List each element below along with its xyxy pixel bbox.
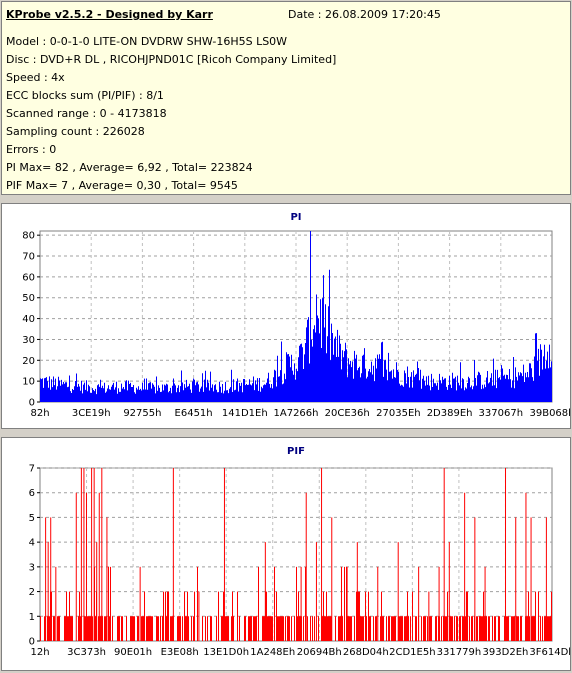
pi-y-tick-label: 30 xyxy=(22,335,35,346)
info-speed: Speed : 4x xyxy=(6,71,65,84)
pi-y-tick-label: 0 xyxy=(29,398,35,409)
pi-x-tick-label: 337067h xyxy=(479,408,524,419)
pif-x-tick-label: 3C373h xyxy=(67,647,106,658)
pi-y-tick-label: 20 xyxy=(22,356,35,367)
pif-y-tick-label: 4 xyxy=(29,538,35,549)
pi-area xyxy=(40,231,552,402)
pif-x-tick-label: 2CD1E5h xyxy=(389,647,435,658)
pi-chart: PI 0 10 20 30 40 50 60 70 80 82h 3CE19h 92755h E6451h… xyxy=(22,212,572,419)
pif-y-tick-label: 5 xyxy=(29,513,35,524)
pi-y-tick-label: 60 xyxy=(22,272,35,283)
pi-x-tick-label: 82h xyxy=(30,408,49,419)
pif-x-tick-label: 268D04h xyxy=(343,647,389,658)
pi-x-tick-label: E6451h xyxy=(175,408,213,419)
pif-y-tick-label: 6 xyxy=(29,488,35,499)
pif-series xyxy=(40,468,552,641)
info-range: Scanned range : 0 - 4173818 xyxy=(6,107,167,120)
scan-date: Date : 26.08.2009 17:20:45 xyxy=(288,8,441,21)
app-title: KProbe v2.5.2 - Designed by Karr xyxy=(6,8,213,21)
pif-title: PIF xyxy=(287,446,305,457)
pi-title: PI xyxy=(290,212,301,223)
info-panel: KProbe v2.5.2 - Designed by Karr Date : … xyxy=(1,1,571,195)
pi-chart-panel: PI 0 10 20 30 40 50 60 70 80 82h 3CE19h 92755h E6451h… xyxy=(1,203,572,429)
pif-x-tick-label: 13E1D0h xyxy=(203,647,249,658)
pif-x-tick-label: 331779h xyxy=(437,647,482,658)
pi-y-tick-label: 40 xyxy=(22,314,35,325)
pi-y-tick-label: 10 xyxy=(22,377,35,388)
pif-chart: PIF 0 1 2 3 4 5 6 7 12h 3C373h 90E01h E3E08h 13E1D0h 1… xyxy=(29,446,572,658)
pif-chart-panel: PIF 0 1 2 3 4 5 6 7 12h 3C373h 90E01h E3E08h 13E1D0h 1… xyxy=(1,437,572,671)
pif-y-tick-label: 3 xyxy=(29,562,35,573)
pif-y-tick-label: 1 xyxy=(29,612,35,623)
pif-x-tick-label: 20694Bh xyxy=(297,647,342,658)
pi-x-tick-label: 39B068h xyxy=(529,408,570,419)
pif-y-tick-label: 7 xyxy=(29,464,35,475)
pi-y-tick-label: 70 xyxy=(22,252,35,263)
info-disc: Disc : DVD+R DL , RICOHJPND01C [Ricoh Co… xyxy=(6,53,337,66)
info-sampling: Sampling count : 226028 xyxy=(6,125,145,138)
pif-x-tick-label: 1A248Eh xyxy=(250,647,295,658)
pif-x-tick-label: 12h xyxy=(30,647,49,658)
pi-x-tick-label: 1A7266h xyxy=(274,408,319,419)
info-errors: Errors : 0 xyxy=(6,143,57,156)
pif-x-tick-label: 3F614Dh xyxy=(529,647,570,658)
pi-x-tick-label: 92755h xyxy=(123,408,161,419)
pi-x-tick-label: 3CE19h xyxy=(72,408,111,419)
pi-x-tick-label: 2D389Eh xyxy=(427,408,473,419)
info-pif-stats: PIF Max= 7 , Average= 0,30 , Total= 9545 xyxy=(6,179,238,192)
pif-x-tick-label: 90E01h xyxy=(114,647,152,658)
pi-x-tick-label: 20CE36h xyxy=(325,408,370,419)
pif-x-tick-label: E3E08h xyxy=(161,647,199,658)
pi-y-tick-label: 80 xyxy=(22,231,35,242)
pif-y-tick-label: 0 xyxy=(29,637,35,648)
pi-series xyxy=(40,231,552,402)
pif-x-tick-label: 393D2Eh xyxy=(483,647,529,658)
pi-x-tick-label: 27035Eh xyxy=(376,408,420,419)
pif-y-tick-label: 2 xyxy=(29,587,35,598)
info-pi-stats: PI Max= 82 , Average= 6,92 , Total= 2238… xyxy=(6,161,253,174)
pi-x-tick-label: 141D1Eh xyxy=(222,408,268,419)
info-ecc: ECC blocks sum (PI/PIF) : 8/1 xyxy=(6,89,164,102)
info-model: Model : 0-0-1-0 LITE-ON DVDRW SHW-16H5S … xyxy=(6,35,288,48)
pi-y-tick-label: 50 xyxy=(22,293,35,304)
